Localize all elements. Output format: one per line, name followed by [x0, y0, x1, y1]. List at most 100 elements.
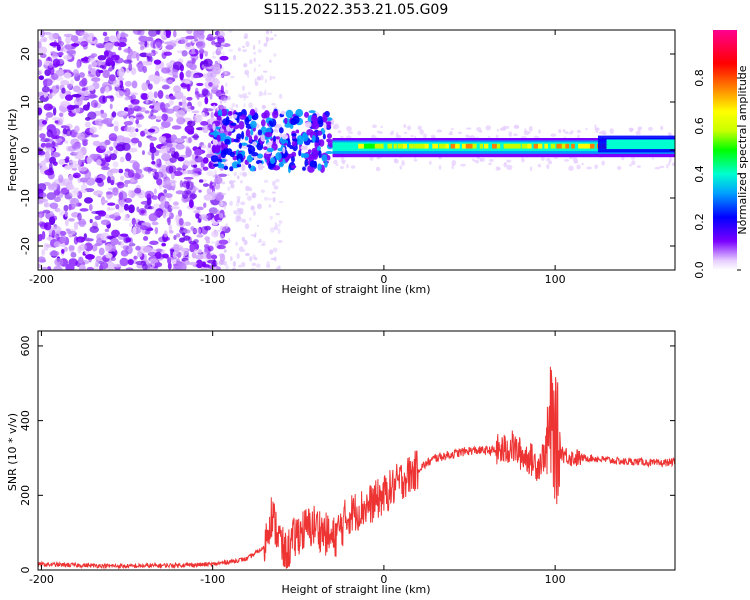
noise-speckle [213, 104, 216, 111]
noise-speckle [172, 265, 180, 270]
noise-speckle [113, 263, 118, 267]
noise-speckle [193, 209, 201, 214]
noise-speckle [149, 136, 158, 141]
band-halo-speckle [332, 125, 336, 130]
noise-speckle [42, 78, 53, 87]
noise-speckle [179, 237, 186, 243]
noise-speckle [118, 46, 122, 51]
noise-speckle [127, 50, 134, 57]
noise-speckle [185, 70, 192, 78]
cluster-blob [257, 163, 264, 171]
noise-speckle [53, 137, 63, 144]
band-halo-speckle [628, 127, 634, 131]
noise-speckle [49, 210, 54, 215]
noise-speckle [195, 259, 204, 269]
noise-speckle [248, 102, 253, 109]
noise-speckle [263, 42, 268, 47]
noise-speckle [162, 210, 166, 219]
noise-speckle [38, 41, 42, 49]
noise-speckle [147, 128, 156, 133]
band-halo-speckle [346, 125, 352, 132]
noise-speckle [100, 119, 109, 124]
noise-speckle [106, 62, 111, 67]
noise-speckle [108, 67, 113, 72]
noise-speckle [236, 215, 241, 222]
noise-speckle [112, 161, 119, 168]
noise-speckle [238, 93, 241, 98]
noise-speckle [212, 44, 217, 47]
cluster-blob [238, 120, 245, 130]
noise-speckle [64, 140, 69, 144]
noise-speckle [68, 174, 74, 181]
noise-speckle [250, 205, 255, 211]
noise-speckle [190, 173, 200, 178]
band-halo-speckle [513, 125, 520, 130]
noise-speckle [193, 249, 199, 255]
noise-speckle [128, 204, 135, 214]
noise-speckle [175, 143, 185, 150]
narrow-line-core [492, 143, 497, 149]
noise-speckle [118, 67, 125, 77]
noise-speckle [61, 243, 66, 248]
noise-speckle [149, 146, 157, 154]
noise-speckle [273, 185, 279, 190]
noise-speckle [136, 124, 142, 128]
noise-speckle [110, 238, 119, 246]
noise-speckle [211, 254, 218, 260]
noise-speckle [155, 171, 164, 178]
noise-speckle [119, 156, 125, 163]
noise-speckle [93, 190, 104, 197]
noise-speckle [163, 51, 173, 56]
noise-speckle [263, 196, 269, 201]
noise-speckle [178, 262, 187, 270]
noise-speckle [171, 182, 175, 187]
noise-speckle [196, 82, 204, 87]
noise-speckle [234, 211, 238, 214]
noise-speckle [61, 87, 66, 94]
noise-speckle [51, 117, 61, 121]
cluster-blob [280, 110, 286, 115]
noise-speckle [171, 172, 175, 180]
noise-speckle [117, 31, 121, 39]
noise-speckle [257, 240, 260, 244]
spectrogram-y-tick-label: -10 [19, 189, 32, 207]
noise-speckle [253, 51, 257, 55]
noise-speckle [70, 79, 74, 86]
noise-speckle [212, 190, 216, 196]
noise-speckle [135, 114, 145, 120]
band-halo-speckle [524, 128, 527, 133]
noise-speckle [215, 141, 221, 146]
noise-speckle [70, 197, 80, 207]
band-halo-speckle [340, 165, 344, 170]
noise-speckle [124, 182, 129, 188]
noise-speckle [120, 31, 126, 38]
noise-speckle [118, 36, 128, 44]
noise-speckle [38, 200, 44, 205]
noise-speckle [217, 47, 223, 52]
noise-speckle [262, 70, 268, 73]
noise-speckle [52, 106, 57, 116]
noise-speckle [84, 251, 90, 255]
cluster-blob [263, 146, 268, 151]
band-halo-speckle [562, 128, 566, 133]
noise-speckle [63, 246, 68, 252]
cluster-blob [317, 115, 324, 125]
noise-speckle [202, 166, 209, 171]
noise-speckle [202, 58, 213, 67]
noise-speckle [120, 240, 125, 249]
noise-speckle [55, 233, 60, 240]
cluster-blob [281, 133, 289, 140]
noise-speckle [58, 112, 64, 118]
band-halo-speckle [371, 124, 377, 129]
noise-speckle [73, 174, 79, 178]
noise-speckle [210, 241, 215, 244]
noise-speckle [52, 58, 61, 68]
noise-speckle [82, 140, 88, 147]
noise-speckle [139, 45, 145, 51]
noise-speckle [163, 189, 168, 194]
snr-panel: -200 -100 0 100 0 200 400 600 Height of straig… [6, 330, 676, 596]
noise-speckle [79, 32, 89, 36]
cluster-blob [241, 163, 246, 172]
noise-speckle [135, 119, 140, 125]
noise-speckle [191, 135, 200, 139]
